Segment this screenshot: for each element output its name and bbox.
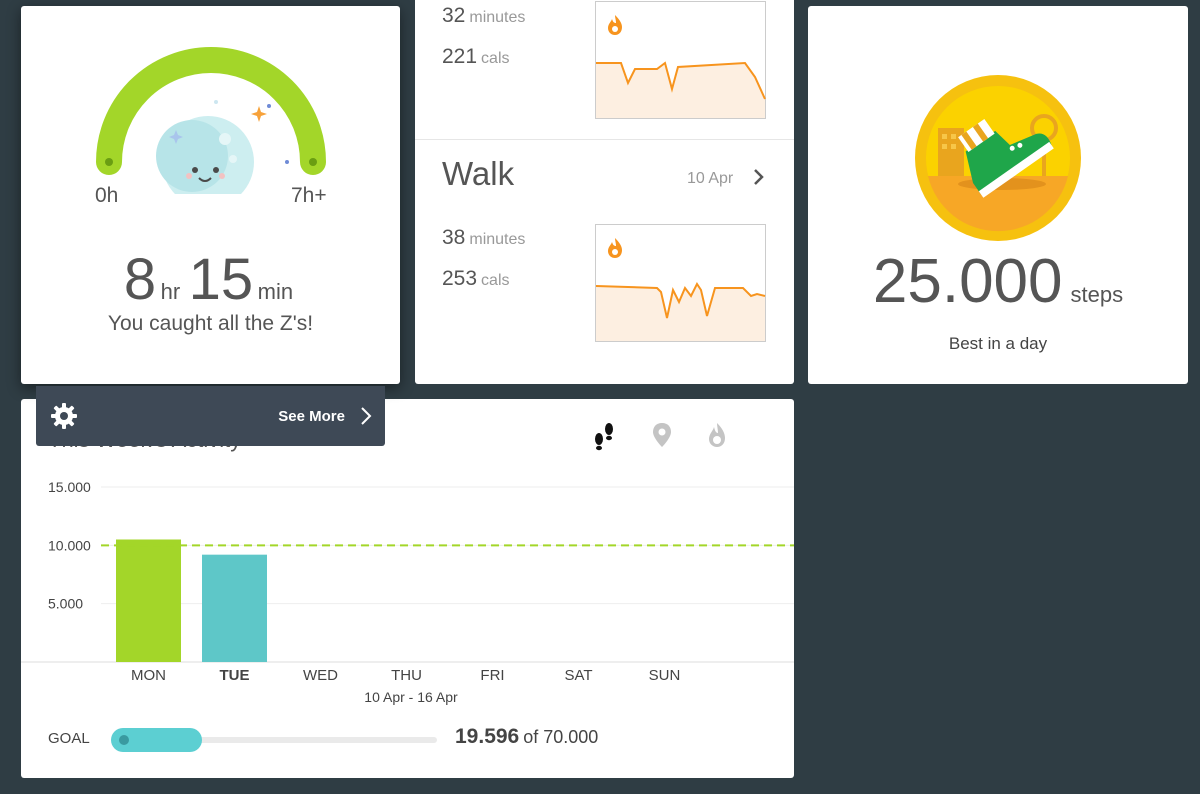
gauge-max-label: 7h+ [291, 184, 327, 207]
sleep-gauge [96, 47, 326, 194]
gauge-min-label: 0h [95, 184, 119, 207]
exercise-item-walk[interactable]: Walk 10 Apr 38 minutes 253 cals [415, 140, 794, 384]
goal-progress-track [111, 737, 437, 743]
heart-rate-chart [595, 1, 766, 119]
day-label-fri: FRI [480, 667, 505, 684]
bar-tue [202, 554, 267, 662]
goal-label: GOAL [48, 730, 90, 747]
sleep-duration: 8 hr 15 min [21, 246, 400, 313]
sneaker-badge-icon [915, 75, 1081, 241]
day-labels: MON TUE WED THU FRI SAT SUN [21, 667, 794, 689]
goal-progress-knob [119, 735, 129, 745]
sleep-minutes-unit: min [257, 279, 294, 304]
day-label-wed: WED [303, 667, 338, 684]
exercise-card[interactable]: 32 minutes 221 cals Walk 10 Apr 38 minutes … [415, 0, 794, 384]
chevron-right-icon[interactable] [752, 168, 766, 188]
goal-current: 19.596 [455, 725, 520, 748]
exercise-item-first[interactable]: 32 minutes 221 cals [415, 0, 794, 139]
exercise-duration: 32 minutes [442, 4, 526, 27]
day-label-thu: THU [391, 667, 422, 684]
flame-icon [608, 15, 622, 35]
date-range: 10 Apr - 16 Apr [364, 689, 458, 705]
goal-text: 19.596 of 70.000 [455, 725, 598, 749]
exercise-duration: 38 minutes [442, 226, 526, 249]
day-label-sat: SAT [564, 667, 593, 684]
y-tick-label: 5.000 [48, 596, 83, 612]
badge-steps-unit: steps [1070, 282, 1124, 307]
sleep-hours: 8 [123, 247, 157, 312]
badge-value: 25.000 steps [808, 246, 1188, 317]
badge-card[interactable]: 25.000 steps Best in a day [808, 6, 1188, 384]
gear-icon[interactable] [50, 402, 78, 430]
exercise-calories: 253 cals [442, 267, 510, 290]
moon-icon [156, 116, 254, 194]
flame-icon [608, 238, 622, 258]
y-tick-label: 10.000 [48, 537, 91, 553]
footsteps-icon[interactable] [591, 421, 617, 451]
sleep-card[interactable]: 0h 7h+ 8 hr 15 min You caught all the Z'… [21, 6, 400, 384]
bar-mon [116, 539, 181, 662]
weekly-steps-chart: 15.000 10.000 5.000 [21, 479, 794, 663]
day-label-sun: SUN [648, 667, 681, 684]
divider [415, 139, 794, 140]
sleep-message: You caught all the Z's! [107, 312, 314, 335]
day-label-mon: MON [131, 667, 166, 684]
sleep-tile-menu-bar: See More [36, 386, 385, 446]
sleep-hours-unit: hr [160, 279, 181, 304]
location-pin-icon[interactable] [651, 421, 673, 449]
exercise-date: 10 Apr [687, 170, 734, 187]
sparkle-icons [169, 100, 289, 164]
chevron-right-icon[interactable] [359, 406, 373, 426]
sleep-minutes: 15 [188, 247, 254, 312]
y-tick-label: 15.000 [48, 479, 91, 495]
day-label-tue: TUE [219, 667, 250, 684]
exercise-title: Walk [442, 155, 515, 192]
badge-steps-number: 25.000 [872, 247, 1063, 316]
goal-progress-bar [111, 728, 437, 752]
flame-icon[interactable] [706, 421, 728, 449]
goal-total: of 70.000 [523, 727, 599, 747]
see-more-button[interactable]: See More [278, 408, 345, 425]
badge-subtitle: Best in a day [948, 334, 1048, 353]
exercise-calories: 221 cals [442, 45, 510, 68]
heart-rate-chart [595, 224, 766, 342]
